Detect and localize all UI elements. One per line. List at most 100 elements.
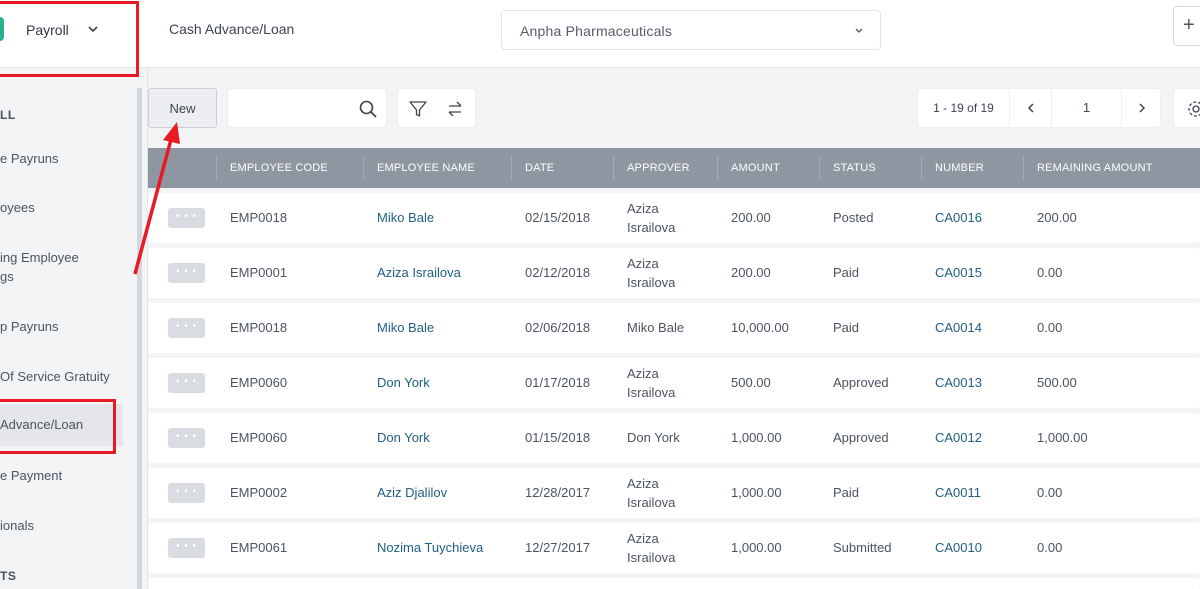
new-button[interactable]: New: [148, 88, 217, 128]
module-name: Payroll: [26, 22, 69, 38]
filter-group: [397, 88, 476, 128]
column-divider: [1023, 156, 1024, 180]
cell-employee-code: EMP0002: [230, 485, 288, 500]
cell-number[interactable]: CA0016: [935, 210, 982, 225]
chevron-left-icon: [1027, 103, 1034, 113]
table-row[interactable]: • • • EMP0018 Miko Bale 02/15/2018 Aziza…: [148, 193, 1200, 243]
cell-status: Paid: [833, 320, 860, 335]
search-icon[interactable]: [358, 99, 378, 119]
column-header-remaining-amount[interactable]: REMAINING AMOUNT: [1037, 162, 1153, 174]
cell-amount: 1,000.00: [731, 485, 782, 500]
cell-employee-name[interactable]: Don York: [377, 430, 430, 445]
cell-approver: Aziza Israilova: [627, 476, 676, 510]
cell-date: 02/15/2018: [525, 210, 591, 225]
annotation-highlight-box: [0, 1, 139, 77]
column-divider: [216, 156, 217, 180]
cell-number[interactable]: CA0013: [935, 375, 982, 390]
column-header-employee-name[interactable]: EMPLOYEE NAME: [377, 162, 475, 174]
cell-employee-code: EMP0001: [230, 265, 288, 280]
cell-employee-name[interactable]: Aziza Israilova: [377, 265, 461, 280]
cell-number[interactable]: CA0011: [935, 485, 982, 500]
cell-date: 01/15/2018: [525, 430, 591, 445]
cell-employee-name[interactable]: Nozima Tuychieva: [377, 540, 484, 555]
row-actions-button[interactable]: • • •: [168, 428, 205, 448]
sidebar-item-additionals[interactable]: ionals: [0, 518, 34, 533]
row-actions-button[interactable]: • • •: [168, 318, 205, 338]
column-header-approver[interactable]: APPROVER: [627, 162, 690, 174]
sidebar-item-group-payruns[interactable]: p Payruns: [0, 319, 59, 334]
cell-employee-code: EMP0018: [230, 320, 288, 335]
cell-employee-code: EMP0061: [230, 540, 288, 555]
column-header-number[interactable]: NUMBER: [935, 162, 984, 174]
column-header-status[interactable]: STATUS: [833, 162, 876, 174]
row-actions-button[interactable]: • • •: [168, 538, 205, 558]
cell-number[interactable]: CA0015: [935, 265, 982, 280]
filter-icon[interactable]: [408, 99, 428, 119]
row-actions-button[interactable]: • • •: [168, 263, 205, 283]
module-switcher[interactable]: Payroll: [0, 0, 148, 68]
sidebar-section-heading: LL: [0, 108, 16, 122]
cell-remaining-amount: 0.00: [1037, 265, 1063, 280]
sidebar-item-payruns[interactable]: e Payruns: [0, 151, 59, 166]
add-button[interactable]: +: [1173, 6, 1200, 46]
cell-amount: 200.00: [731, 265, 771, 280]
cell-amount: 200.00: [731, 210, 771, 225]
column-divider: [511, 156, 512, 180]
cell-date: 12/28/2017: [525, 485, 591, 500]
annotation-highlight-box: [0, 399, 116, 454]
cell-approver: Aziza Israilova: [627, 366, 676, 400]
settings-button[interactable]: [1173, 88, 1200, 128]
search-input[interactable]: [236, 97, 354, 121]
row-actions-button[interactable]: • • •: [168, 373, 205, 393]
cell-employee-code: EMP0018: [230, 210, 288, 225]
cell-status: Paid: [833, 265, 860, 280]
table-row[interactable]: • • • EMP0018 Miko Bale 02/06/2018 Miko …: [148, 303, 1200, 353]
previous-page-button[interactable]: [1010, 89, 1052, 127]
cell-remaining-amount: 0.00: [1037, 320, 1063, 335]
column-header-amount[interactable]: AMOUNT: [731, 162, 780, 174]
company-select[interactable]: Anpha Pharmaceuticals: [501, 10, 881, 50]
chevron-right-icon: [1139, 103, 1146, 113]
table-row[interactable]: • • • EMP0060 Don York 01/15/2018 Don Yo…: [148, 413, 1200, 463]
column-header-date[interactable]: DATE: [525, 162, 555, 174]
cell-status: Approved: [833, 375, 889, 390]
cell-number[interactable]: CA0010: [935, 540, 982, 555]
sidebar-item-pending-employee-settings[interactable]: ing Employee gs: [0, 250, 79, 284]
sidebar-scrollbar[interactable]: [137, 88, 142, 589]
cell-remaining-amount: 200.00: [1037, 210, 1077, 225]
table-row[interactable]: • • • EMP0060 Don York 01/17/2018 Aziza …: [148, 358, 1200, 408]
next-page-button[interactable]: [1122, 89, 1162, 127]
sidebar-section-heading: TS: [0, 569, 17, 583]
cell-date: 01/17/2018: [525, 375, 591, 390]
column-divider: [613, 156, 614, 180]
cell-number[interactable]: CA0014: [935, 320, 982, 335]
current-page[interactable]: 1: [1052, 89, 1122, 127]
column-header-employee-code[interactable]: EMPLOYEE CODE: [230, 162, 328, 174]
cell-number[interactable]: CA0012: [935, 430, 982, 445]
column-divider: [717, 156, 718, 180]
sidebar-item-employees[interactable]: oyees: [0, 200, 35, 215]
cell-employee-code: EMP0060: [230, 430, 288, 445]
table-row[interactable]: • • • EMP0002 Aziz Djalilov 12/28/2017 A…: [148, 468, 1200, 518]
cell-status: Posted: [833, 210, 874, 225]
cell-employee-name[interactable]: Miko Bale: [377, 320, 435, 335]
sidebar-item-payment[interactable]: e Payment: [0, 468, 63, 483]
row-actions-button[interactable]: • • •: [168, 208, 205, 228]
chevron-down-icon: [88, 26, 98, 33]
cell-employee-name[interactable]: Miko Bale: [377, 210, 435, 225]
swap-icon[interactable]: [445, 99, 465, 119]
row-actions-button[interactable]: • • •: [168, 483, 205, 503]
table-row[interactable]: • • • EMP0061 Nozima Tuychieva 12/27/201…: [148, 523, 1200, 573]
sidebar: Payroll LL e Payruns oyees ing Employee …: [0, 0, 148, 589]
pagination: 1 - 19 of 19 1: [917, 88, 1161, 128]
cell-employee-name[interactable]: Aziz Djalilov: [377, 485, 448, 500]
cell-employee-name[interactable]: Don York: [377, 375, 430, 390]
cell-amount: 500.00: [731, 375, 771, 390]
sidebar-item-end-of-service-gratuity[interactable]: Of Service Gratuity: [0, 369, 110, 384]
table-row[interactable]: [148, 578, 1200, 589]
sidebar-item-cash-advance-loan[interactable]: Advance/Loan: [0, 404, 123, 446]
column-divider: [819, 156, 820, 180]
table-row[interactable]: • • • EMP0001 Aziza Israilova 02/12/2018…: [148, 248, 1200, 298]
cell-remaining-amount: 500.00: [1037, 375, 1077, 390]
gear-icon: [1188, 101, 1200, 117]
